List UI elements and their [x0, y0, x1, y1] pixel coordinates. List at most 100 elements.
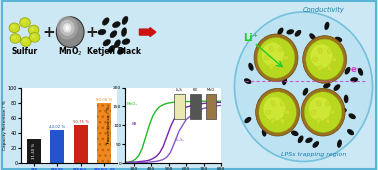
KB [210, 102, 215, 104]
Ellipse shape [257, 63, 263, 69]
Text: 80.00 %: 80.00 % [96, 98, 112, 101]
Circle shape [311, 44, 333, 68]
Ellipse shape [277, 126, 284, 133]
Ellipse shape [102, 18, 109, 25]
KB [136, 161, 141, 163]
Ellipse shape [22, 20, 26, 23]
Ellipse shape [350, 77, 358, 82]
Li₂S₅ [177, 130, 181, 132]
Li₂S₅ [201, 107, 206, 109]
Ellipse shape [12, 36, 16, 39]
KB [219, 101, 223, 103]
MnO₂ [164, 102, 169, 104]
Line: KB: KB [125, 102, 221, 163]
MnO₂ [158, 105, 162, 107]
Ellipse shape [309, 33, 316, 40]
MnO₂ [210, 100, 215, 102]
Ellipse shape [347, 129, 354, 135]
Li₂S₅ [150, 161, 155, 163]
Circle shape [57, 16, 78, 40]
Text: MnO₂: MnO₂ [127, 101, 138, 106]
MnO₂ [122, 162, 127, 164]
Li₂S₅ [192, 111, 197, 113]
Text: 44.02 %: 44.02 % [49, 125, 65, 129]
MnO₂ [219, 100, 223, 102]
Ellipse shape [349, 113, 356, 119]
Ellipse shape [122, 39, 130, 45]
Text: 50.75 %: 50.75 % [73, 120, 89, 124]
Li₂S₅ [154, 160, 158, 162]
Ellipse shape [98, 29, 106, 35]
Ellipse shape [332, 57, 337, 62]
Li₂S₅ [130, 162, 134, 164]
KB [144, 160, 148, 162]
KB [184, 106, 188, 108]
Ellipse shape [287, 29, 294, 35]
Ellipse shape [313, 141, 319, 148]
Line: MnO₂: MnO₂ [125, 101, 221, 163]
Li₂S₅ [219, 104, 223, 106]
KB [130, 161, 134, 163]
Circle shape [259, 92, 296, 133]
MnO₂ [147, 124, 152, 126]
Ellipse shape [264, 56, 270, 60]
Ellipse shape [337, 139, 342, 148]
Ellipse shape [10, 34, 21, 43]
Bar [27, 139, 41, 163]
MnO₂ [140, 147, 144, 149]
Ellipse shape [257, 110, 264, 116]
Text: MnO$_2$: MnO$_2$ [58, 46, 82, 58]
Li₂S₅ [172, 143, 176, 145]
Ellipse shape [298, 135, 304, 143]
Ellipse shape [339, 108, 347, 113]
KB [147, 159, 152, 161]
Text: LPSs trapping region: LPSs trapping region [281, 152, 346, 157]
Ellipse shape [283, 56, 288, 60]
Text: KB: KB [132, 122, 137, 126]
Ellipse shape [284, 110, 290, 114]
KB [164, 136, 169, 138]
Text: +: + [85, 25, 98, 40]
Li₂S₅ [184, 119, 188, 121]
Ellipse shape [324, 22, 329, 30]
Li₂S₅ [136, 162, 141, 164]
Li₂S₅ [168, 152, 173, 154]
Text: Conductivity: Conductivity [302, 7, 344, 13]
Ellipse shape [9, 23, 20, 33]
Ellipse shape [333, 84, 340, 91]
KB [154, 155, 158, 157]
Ellipse shape [317, 40, 324, 47]
Bar [97, 103, 111, 163]
Circle shape [303, 36, 347, 83]
Ellipse shape [269, 46, 274, 52]
Ellipse shape [268, 43, 276, 49]
MnO₂ [177, 101, 181, 103]
Circle shape [56, 17, 84, 47]
Ellipse shape [121, 28, 127, 36]
Ellipse shape [271, 101, 275, 106]
Y-axis label: Transmittance / %: Transmittance / % [107, 106, 112, 145]
Ellipse shape [318, 66, 322, 71]
Ellipse shape [316, 118, 321, 124]
Circle shape [234, 12, 372, 162]
Ellipse shape [258, 99, 265, 106]
Bar [74, 125, 88, 163]
Ellipse shape [254, 54, 262, 60]
Li₂S₅ [140, 162, 144, 164]
KB [133, 161, 138, 163]
Circle shape [256, 88, 299, 136]
Circle shape [257, 37, 295, 78]
KB [161, 145, 166, 147]
Y-axis label: Capacity Retention / %: Capacity Retention / % [3, 100, 6, 150]
Ellipse shape [305, 138, 313, 143]
Text: e⁻: e⁻ [351, 65, 361, 74]
KB [172, 119, 176, 121]
Ellipse shape [313, 57, 318, 62]
Ellipse shape [248, 63, 254, 71]
Circle shape [263, 97, 285, 121]
Ellipse shape [113, 22, 120, 28]
Ellipse shape [291, 131, 299, 136]
Ellipse shape [323, 83, 331, 88]
MnO₂ [184, 100, 188, 103]
Ellipse shape [358, 68, 363, 76]
